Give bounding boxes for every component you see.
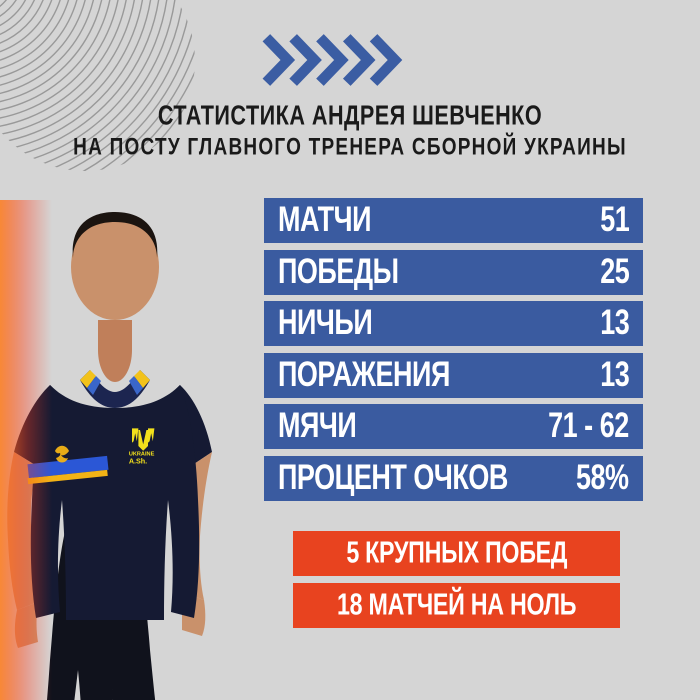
svg-text:A.Sh.: A.Sh. [129, 457, 147, 466]
